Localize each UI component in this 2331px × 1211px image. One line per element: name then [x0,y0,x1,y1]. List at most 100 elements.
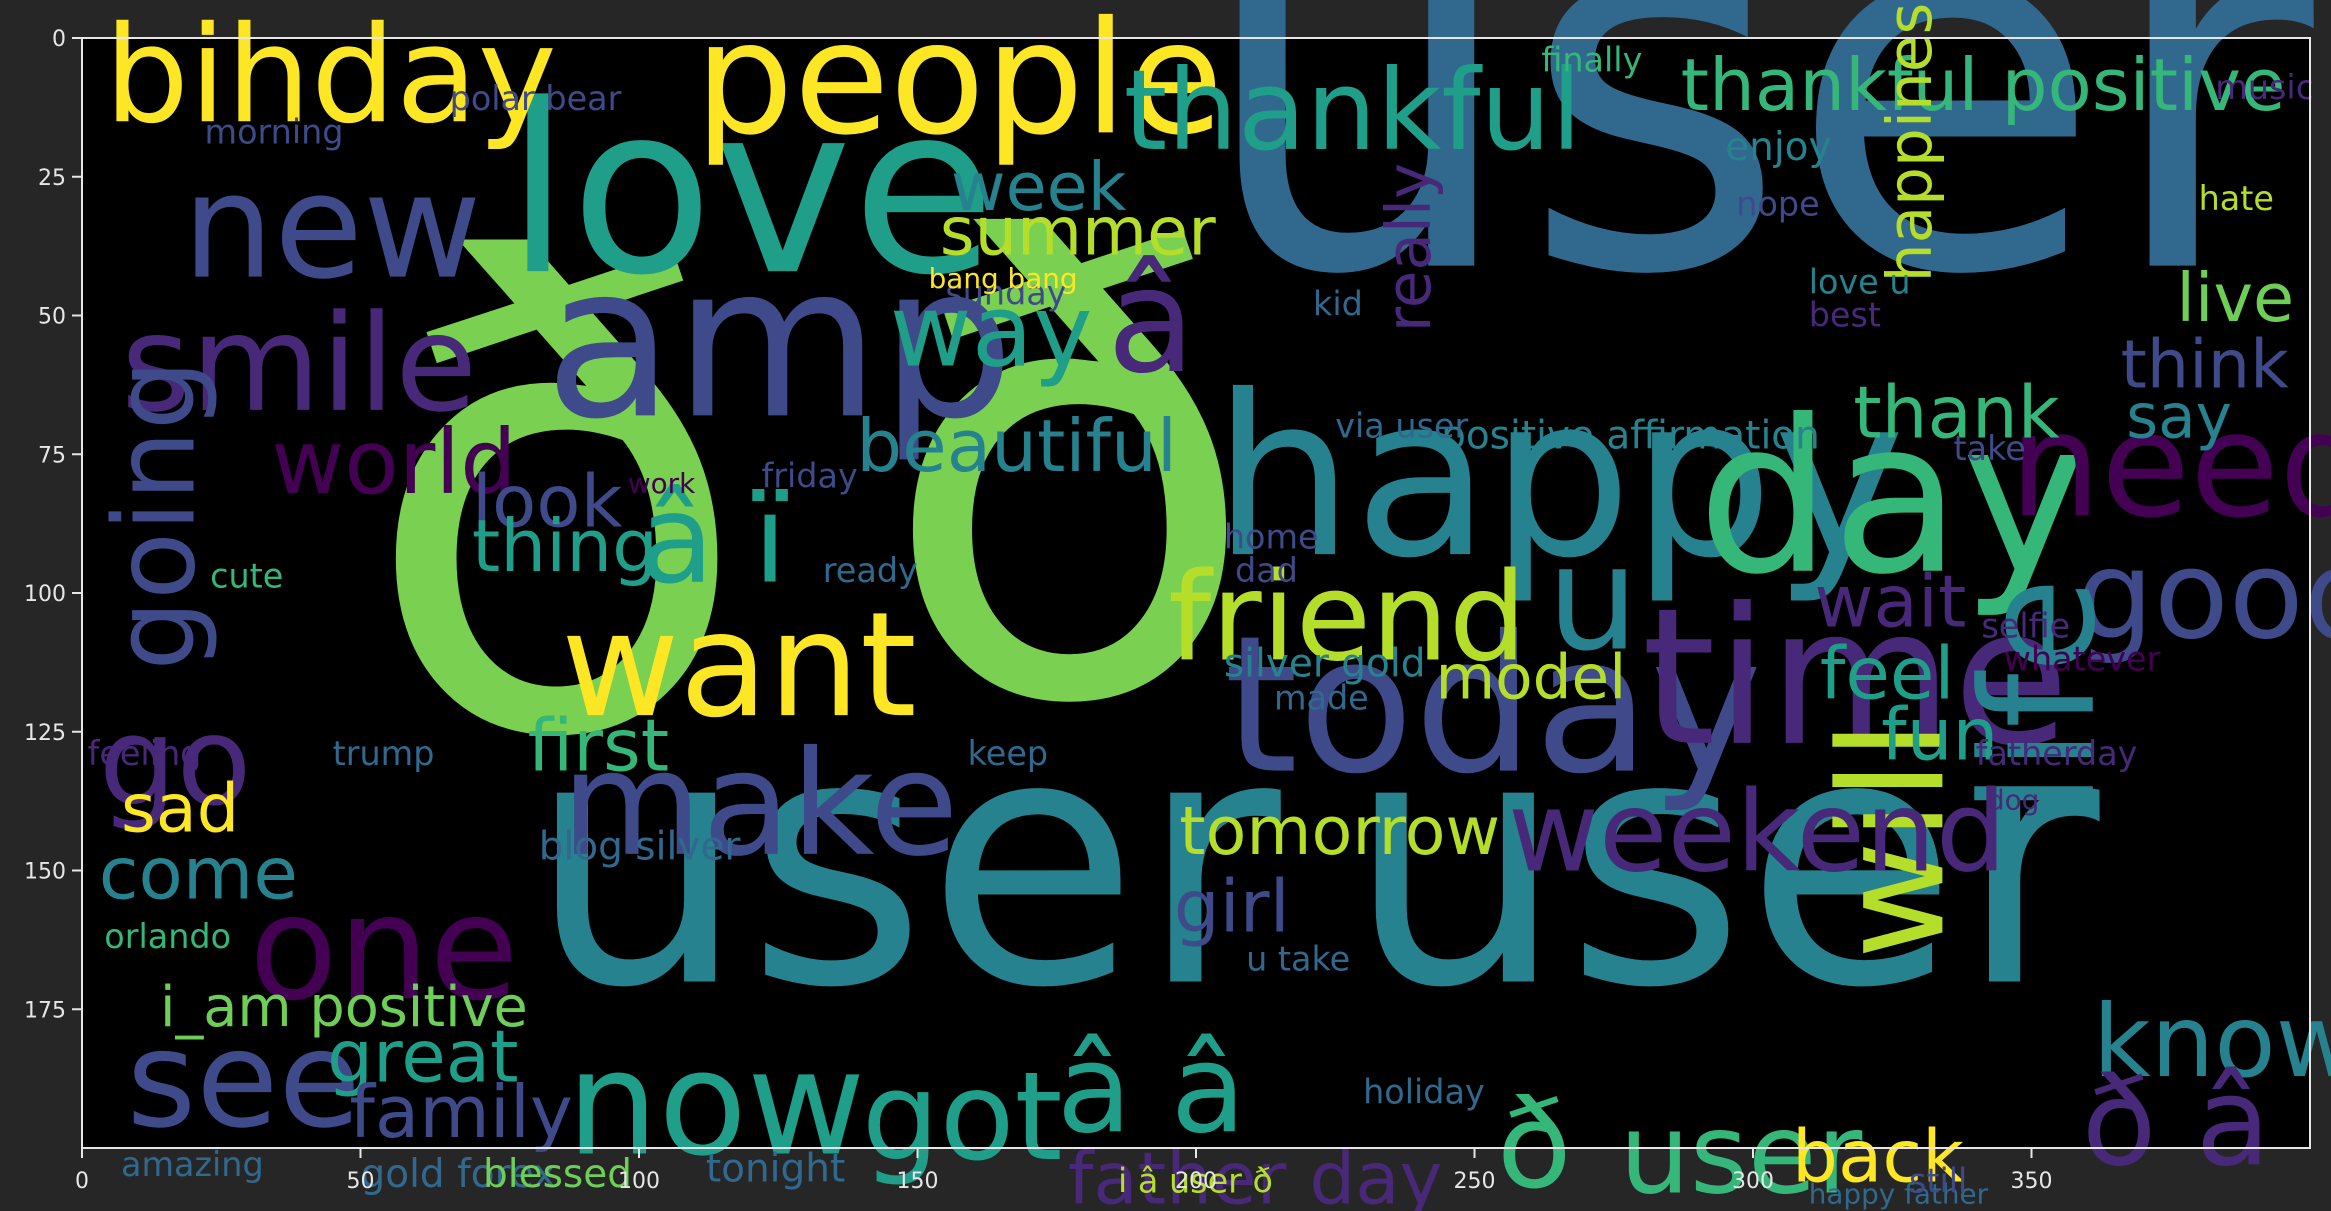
word-28: week [951,148,1127,226]
word-34: thing [472,505,658,589]
word-90: dad [1235,551,1298,590]
word-64: think [2121,326,2289,404]
word-47: sad [121,770,239,848]
word-12: bihday [104,0,557,153]
x-tick-label-50: 50 [347,1169,375,1194]
word-40: life [1948,577,2130,815]
word-45: model [1436,642,1627,713]
word-10: time [1642,567,2070,788]
word-94: holiday [1363,1073,1485,1112]
word-8: day [1697,375,2086,621]
y-axis: 0 25 50 75 100 125 150 175 [24,27,82,1023]
word-78: polar bear [450,79,622,118]
word-72: tonight [706,1146,845,1191]
word-93: u take [1246,939,1350,978]
word-83: ready [823,551,918,590]
word-13: new [182,144,481,312]
word-68: silver gold [1224,641,1426,686]
word-36: friend [1168,546,1526,689]
y-tick-label-50: 50 [38,305,66,330]
x-tick-label-200: 200 [1175,1169,1217,1194]
y-tick-label-25: 25 [38,166,66,191]
y-tick-label-125: 125 [24,721,66,746]
x-tick-label-300: 300 [1732,1169,1774,1194]
word-58: wait [1814,560,1966,644]
word-33: look [472,460,623,544]
word-42: know [2093,983,2331,1100]
word-81: sunday [945,273,1066,312]
y-tick-label-150: 150 [24,860,66,885]
word-37: u [1547,516,1639,684]
word-2: ð [879,115,1261,841]
word-53: user [1619,1090,1862,1211]
word-60: thank [1853,372,2060,456]
x-axis: 0 50 100 150 200 250 300 350 [75,1148,2053,1194]
y-tick-label-75: 75 [38,443,66,468]
word-15: world [271,411,516,515]
word-76: cute [210,556,283,595]
y-tick-label-175: 175 [24,998,66,1023]
word-32: beautiful [856,405,1177,489]
word-86: nope [1736,185,1819,224]
word-70: gold forex [361,1152,557,1197]
word-11: people [695,0,1224,169]
word-103: kid [1313,285,1363,324]
word-73: amazing [121,1145,264,1184]
word-65: say [2126,382,2232,453]
word-30: way [890,272,1093,389]
word-89: home [1224,518,1319,557]
word-66: enjoy [1725,125,1831,170]
word-87: hate [2199,179,2274,218]
word-102: still [1909,1161,1967,1200]
word-23: got [862,1045,1063,1188]
word-24: great [327,1015,518,1099]
word-67: positive affirmation [1441,414,1820,459]
word-26: thankful [1124,47,1582,176]
word-99: via user [1335,407,1468,446]
word-39: good [2076,523,2331,666]
word-1: ð [361,132,753,878]
word-25: family [349,1071,572,1155]
word-85: love u [1809,262,1911,301]
word-19: make [561,721,959,889]
word-59: fun [1881,694,1998,778]
word-46: first [528,705,670,789]
word-56: ð â [2082,1051,2271,1194]
word-96: whatever [2004,640,2161,679]
word-49: i_am positive [160,975,528,1040]
word-20: one [249,865,518,1033]
word-63: live [2176,259,2294,337]
word-16: going [91,360,220,671]
word-104: work [628,467,696,500]
word-98: take [1954,429,2026,468]
word-57: feel [1820,632,1955,716]
y-tick-label-100: 100 [24,582,66,607]
word-106: bang bang [929,262,1078,295]
word-27: thankful positive [1681,44,2286,128]
word-62: really [1374,163,1445,332]
word-88: best [1809,296,1881,335]
word-79: finally [1541,40,1642,79]
word-61: happiness [1875,0,1946,282]
word-22: now [567,1021,866,1189]
word-31: â [1107,238,1196,406]
x-tick-label-0: 0 [75,1169,89,1194]
word-91: made [1274,679,1369,718]
x-tick-label-150: 150 [897,1169,939,1194]
word-101: happy father [1809,1178,1989,1211]
word-69: blog silver [539,824,742,869]
word-43: weekend [1508,769,2007,898]
word-75: feeling [88,734,202,773]
word-21: see [127,1002,361,1158]
word-92: keep [968,734,1048,773]
word-97: selfie [1981,606,2070,645]
x-tick-label-350: 350 [2011,1169,2053,1194]
word-77: morning [205,112,344,151]
word-38: need [2009,382,2331,550]
word-6: amp [544,219,1014,465]
word-18: want [561,582,917,750]
word-50: girl [1174,866,1290,950]
word-74: orlando [104,917,231,956]
